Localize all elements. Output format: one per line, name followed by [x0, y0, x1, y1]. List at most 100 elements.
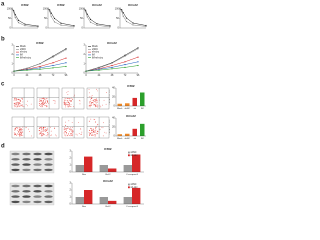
flow-event: [81, 131, 83, 133]
flow-event: [93, 134, 94, 136]
bar: [117, 103, 122, 106]
legend-label: Mock: [20, 45, 27, 48]
legend-label: sh-circ: [20, 51, 28, 54]
flow-event: [19, 105, 21, 106]
flow-event: [95, 98, 97, 100]
flow-event: [13, 105, 15, 106]
flow-event: [15, 99, 17, 101]
y-tick-label: 50: [116, 17, 119, 20]
flow-event: [44, 134, 45, 136]
flow-event: [50, 130, 52, 132]
flow-event: [95, 126, 96, 128]
point: [49, 9, 51, 11]
flow-event: [42, 104, 43, 106]
flow-event: [89, 105, 90, 106]
x-tick-label: 96: [137, 74, 140, 77]
flow-event: [80, 134, 82, 135]
flow-event: [68, 105, 69, 107]
x-tick-label: shNC: [125, 138, 131, 140]
flow-event: [67, 94, 69, 95]
flow-event: [20, 105, 22, 107]
y-tick-label: 0: [69, 171, 71, 174]
flow-event: [68, 98, 70, 99]
flow-event: [14, 132, 16, 134]
flow-event: [42, 97, 44, 99]
blot-band: [11, 163, 20, 166]
flow-event: [18, 99, 20, 100]
flow-event: [69, 104, 70, 106]
flow-event: [70, 130, 72, 132]
bar: [99, 197, 108, 204]
blot-band: [33, 195, 42, 198]
flow-event: [19, 127, 21, 129]
flow-event: [40, 127, 42, 129]
flow-event: [66, 91, 68, 93]
flow-event: [48, 133, 49, 135]
flow-event: [96, 105, 97, 107]
x-tick-label: 48: [111, 74, 114, 77]
flow-event: [15, 98, 17, 100]
point: [122, 15, 124, 17]
flow-event: [91, 98, 93, 100]
flow-event: [94, 106, 96, 108]
flow-event: [93, 118, 95, 120]
flow-event: [95, 103, 97, 105]
point: [89, 21, 92, 23]
x-tick-label: 0: [13, 74, 15, 77]
point: [109, 25, 111, 27]
x-tick-label: 24: [98, 74, 101, 77]
flow-plot: [11, 87, 35, 110]
flow-event: [40, 132, 42, 134]
flow-event: [27, 105, 28, 107]
y-tick-label: 2: [69, 157, 71, 160]
flow-event: [67, 106, 69, 108]
blot-band: [22, 158, 31, 161]
blot-band: [44, 163, 53, 166]
flow-event: [14, 98, 16, 100]
flow-event: [20, 127, 21, 129]
flow-event: [45, 128, 47, 130]
point: [52, 64, 54, 67]
flow-event: [47, 127, 48, 129]
point: [98, 69, 100, 71]
y-tick-label: 2: [83, 53, 85, 56]
y-tick-label: 2: [69, 189, 71, 192]
legend-swatch: [128, 151, 130, 154]
flow-event: [96, 88, 97, 90]
x-tick-label: 48: [39, 74, 42, 77]
flow-event: [47, 128, 48, 130]
flow-event: [15, 97, 16, 99]
flow-event: [15, 128, 17, 130]
flow-event: [45, 100, 46, 102]
point: [124, 64, 126, 66]
flow-event: [97, 123, 99, 125]
flow-event: [68, 133, 69, 134]
bar: [132, 128, 137, 136]
flow-event: [89, 102, 91, 103]
flow-event: [38, 101, 40, 102]
flow-event: [94, 121, 96, 123]
flow-event: [14, 128, 16, 130]
point: [124, 55, 126, 57]
y-tick-label: 0: [113, 105, 115, 108]
flow-event: [97, 124, 99, 126]
y-tick-label: 3: [69, 182, 71, 185]
flow-event: [42, 129, 44, 131]
point: [124, 61, 126, 63]
flow-event: [43, 98, 45, 100]
x-tick-label: 0: [85, 74, 87, 77]
flow-event: [64, 102, 65, 103]
point: [89, 18, 92, 21]
flow-event: [102, 135, 104, 137]
flow-event: [40, 106, 41, 107]
flow-event: [45, 129, 47, 131]
point: [65, 62, 67, 64]
flow-event: [41, 101, 42, 103]
flow-event: [72, 132, 74, 134]
flow-event: [21, 134, 22, 136]
flow-event: [42, 100, 44, 102]
y-tick-label: 1: [11, 62, 13, 65]
flow-event: [72, 130, 74, 132]
flow-event: [89, 103, 91, 105]
point: [49, 10, 51, 12]
